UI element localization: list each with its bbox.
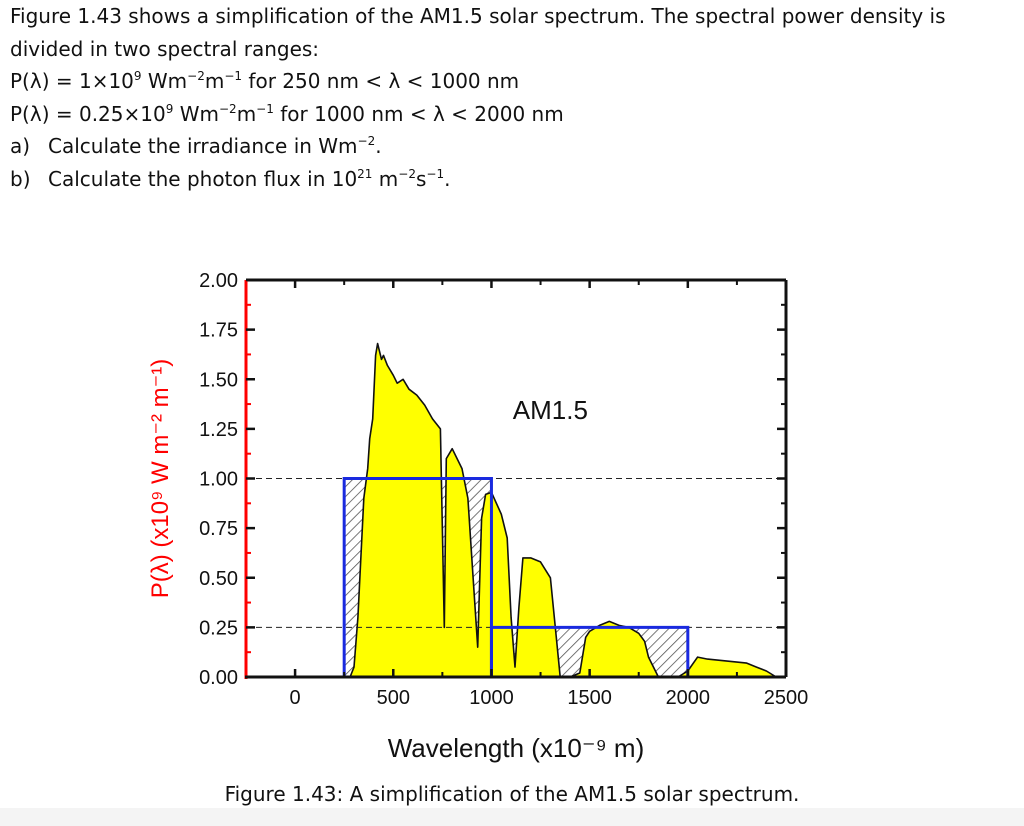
eq2-unit: Wm — [173, 101, 219, 126]
am15-annotation: AM1.5 — [513, 395, 588, 425]
problem-intro: Figure 1.43 shows a simplification of th… — [10, 4, 946, 61]
question-b-label: b) — [10, 166, 31, 191]
page-bottom-strip — [0, 808, 1024, 826]
eq1-exp2: −2 — [187, 69, 205, 83]
eq2-unit2: m — [236, 101, 257, 126]
question-a-text: Calculate the irradiance in Wm — [48, 134, 358, 158]
x-tick-label: 500 — [377, 687, 410, 709]
question-b-exp: 21 — [357, 166, 373, 181]
question-b-mid2: s — [416, 166, 427, 191]
y-tick-label: 2.00 — [199, 270, 238, 292]
y-tick-label: 1.00 — [199, 469, 238, 491]
eq2-exp1: 9 — [165, 101, 174, 116]
question-a-exp: −2 — [357, 134, 376, 148]
tick-labels: 0.00 0.25 0.50 0.75 1.00 1.25 1.50 1.75 2.00 0 500… — [199, 270, 808, 709]
axes — [244, 278, 788, 679]
question-b-mid: m — [372, 166, 399, 191]
x-tick-label: 0 — [290, 687, 301, 709]
y-tick-label: 0.50 — [199, 568, 238, 590]
figure-caption: Figure 1.43: A simplification of the AM1… — [224, 782, 800, 806]
y-tick-label: 0.25 — [199, 617, 238, 639]
x-tick-label: 2000 — [666, 687, 711, 709]
y-tick-label: 1.50 — [199, 369, 238, 391]
x-axis-label: Wavelength (x10⁻⁹ m) — [388, 733, 645, 763]
question-b-exp3: −1 — [426, 166, 445, 181]
y-tick-label: 0.75 — [199, 518, 238, 540]
x-tick-label: 2500 — [764, 687, 809, 709]
eq1-range: for 250 nm < λ < 1000 nm — [242, 69, 520, 93]
y-tick-label: 1.25 — [199, 419, 238, 441]
question-a-tail: . — [375, 134, 382, 158]
question-b-exp2: −2 — [398, 166, 416, 181]
eq1-exp3: −1 — [224, 69, 243, 83]
eq2-range: for 1000 nm < λ < 2000 nm — [273, 101, 564, 126]
eq1-lhs: P(λ) = 1×10 — [10, 69, 134, 93]
y-axis-label: P(λ) (x10⁹ W m⁻² m⁻¹) — [147, 359, 174, 599]
equation-2: P(λ) = 0.25×109 Wm−2m−1 for 1000 nm < λ … — [10, 98, 1014, 131]
eq2-lhs: P(λ) = 0.25×10 — [10, 101, 166, 126]
question-b: b) Calculate the photon flux in 1021 m−2s… — [10, 163, 1014, 196]
question-b-tail: . — [444, 166, 451, 191]
eq1-exp1: 9 — [133, 69, 142, 83]
equation-1: P(λ) = 1×109 Wm−2m−1 for 250 nm < λ < 10… — [10, 65, 1014, 98]
y-tick-label: 0.00 — [199, 667, 238, 689]
x-tick-label: 1500 — [567, 687, 612, 709]
problem-statement: Figure 1.43 shows a simplification of th… — [10, 0, 1014, 195]
question-a-label: a) — [10, 134, 31, 158]
y-tick-label: 1.75 — [199, 320, 238, 342]
dashed-reference-lines — [246, 478, 786, 628]
eq1-unit2: m — [204, 69, 225, 93]
question-a: a) Calculate the irradiance in Wm−2. — [10, 130, 1014, 163]
eq2-exp3: −1 — [256, 101, 274, 116]
eq2-exp2: −2 — [218, 101, 237, 116]
x-tick-label: 1000 — [469, 687, 514, 709]
eq1-unit: Wm — [141, 69, 188, 93]
question-b-text: Calculate the photon flux in 10 — [48, 166, 358, 191]
